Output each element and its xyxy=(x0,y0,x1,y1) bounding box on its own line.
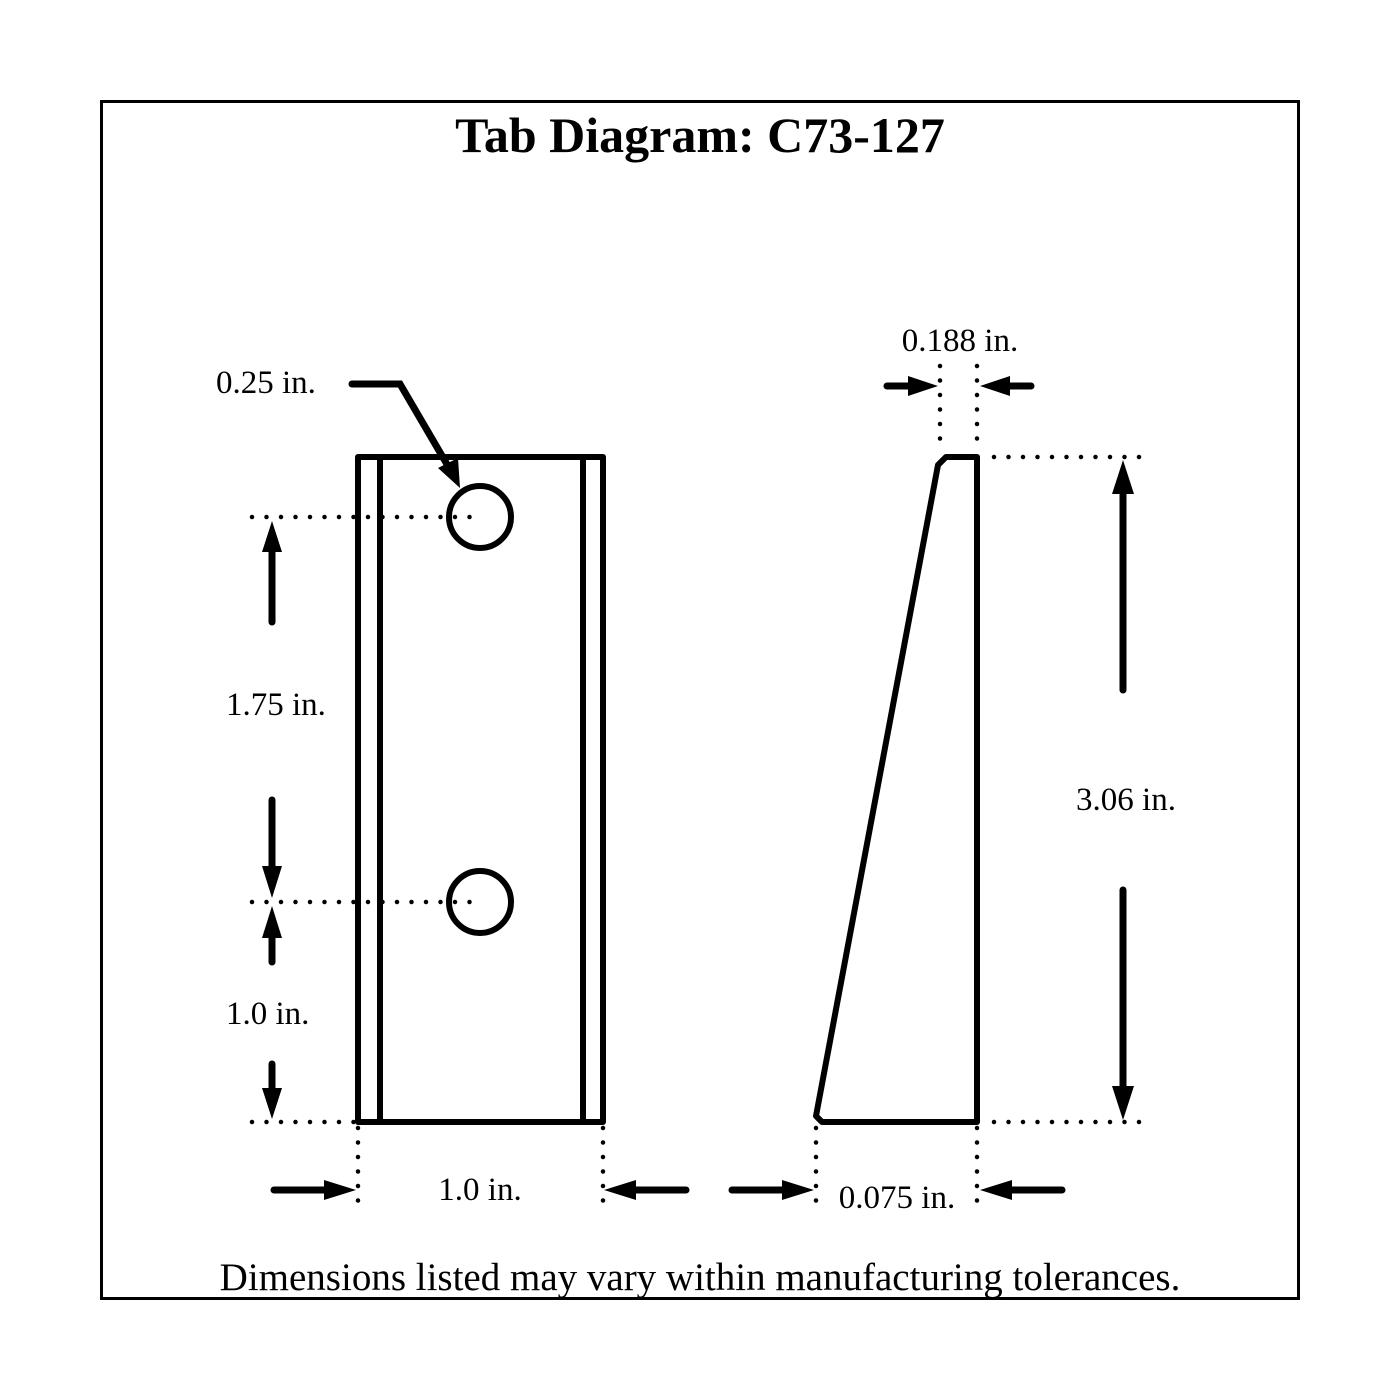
tab-side-profile xyxy=(813,454,980,1125)
hole-to-bottom-label: 1.0 in. xyxy=(226,996,309,1032)
tolerance-note: Dimensions listed may vary within manufa… xyxy=(220,1256,1181,1299)
bottom-thickness-arrowhead-right xyxy=(980,1180,1012,1200)
hole-leader-line xyxy=(348,380,452,470)
bottom-arrowhead-up xyxy=(262,906,282,938)
hole-upper xyxy=(446,483,514,551)
spacing-arrowhead-up xyxy=(262,521,282,552)
side-view xyxy=(813,454,980,1125)
width-arrowhead-right xyxy=(604,1180,636,1200)
width-arrowhead-left xyxy=(324,1180,356,1200)
hole-spacing-label: 1.75 in. xyxy=(226,687,326,723)
bottom-thickness-arrowhead-left xyxy=(782,1180,814,1200)
hole-diameter-label: 0.25 in. xyxy=(216,365,316,401)
hole-to-bottom-dimension: 1.0 in. xyxy=(226,906,309,1119)
hole-leader-arrowhead xyxy=(438,458,460,488)
hole-spacing-dimension: 1.75 in. xyxy=(226,521,326,898)
top-arrowhead-left xyxy=(908,376,938,396)
front-view xyxy=(355,454,606,1125)
tab-front-outline xyxy=(355,454,606,1125)
diagram-title: Tab Diagram: C73-127 xyxy=(455,107,945,163)
width-label: 1.0 in. xyxy=(438,1172,521,1208)
top-thickness-dimension: 0.188 in. xyxy=(883,323,1035,449)
bottom-arrowhead-down xyxy=(262,1088,282,1119)
width-dimension: 1.0 in. xyxy=(270,1125,690,1215)
height-arrowhead-up xyxy=(1112,460,1134,494)
height-label: 3.06 in. xyxy=(1076,782,1176,818)
top-thickness-label: 0.188 in. xyxy=(902,323,1018,359)
diagram-frame xyxy=(100,100,1300,1300)
top-arrowhead-right xyxy=(980,376,1010,396)
height-arrowhead-down xyxy=(1112,1086,1134,1120)
spacing-arrowhead-down xyxy=(262,866,282,898)
bottom-thickness-dimension: 0.075 in. xyxy=(728,1125,1066,1216)
hole-lower xyxy=(446,868,514,936)
hole-diameter-callout: 0.25 in. xyxy=(216,365,460,488)
bottom-thickness-label: 0.075 in. xyxy=(839,1180,955,1216)
height-dimension: 3.06 in. xyxy=(991,454,1176,1125)
